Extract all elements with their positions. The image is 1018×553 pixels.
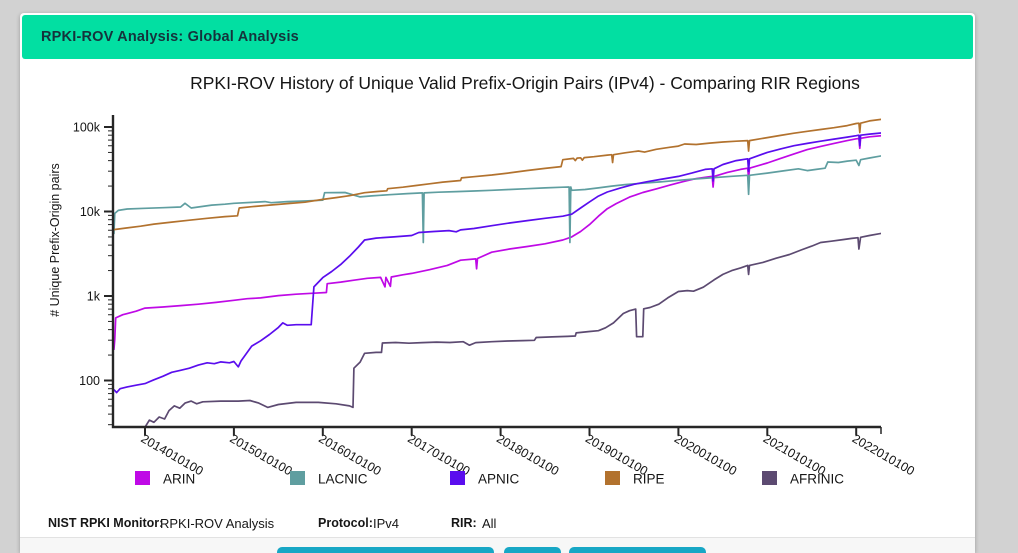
legend: ARIN LACNIC APNIC RIPE AFRINIC [135,471,844,487]
legend-label-ripe: RIPE [633,472,665,487]
chart-area: RPKI-ROV History of Unique Valid Prefix-… [20,59,975,511]
axes [111,115,881,429]
legend-swatch-afrinic [762,471,777,485]
chart-title: RPKI-ROV History of Unique Valid Prefix-… [190,73,860,93]
svg-text:2020010100: 2020010100 [672,431,739,478]
legend-swatch-apnic [450,471,465,485]
series-arin [113,134,881,350]
y-axis-ticks: 100k 10k 1k 100 [73,121,113,426]
panel-title: RPKI-ROV Analysis: Global Analysis [41,29,299,45]
analysis-panel: RPKI-ROV Analysis: Global Analysis RPKI-… [20,13,975,553]
series-afrinic [144,232,881,427]
footer-toolbar [20,537,975,553]
monitor-value: RPKI-ROV Analysis [160,516,275,531]
footer-button-3[interactable] [569,547,706,553]
series-ripe [113,118,881,231]
legend-label-apnic: APNIC [478,472,520,487]
footer-button-2[interactable] [504,547,561,553]
legend-label-afrinic: AFRINIC [790,472,844,487]
svg-text:2015010100: 2015010100 [227,431,294,478]
y-axis-label: # Unique Prefix-Origin pairs [48,163,62,317]
series-lacnic [113,155,881,244]
legend-label-arin: ARIN [163,472,195,487]
legend-swatch-lacnic [290,471,305,485]
footer-info: NIST RPKI Monitor: RPKI-ROV Analysis Pro… [20,516,975,538]
svg-text:1k: 1k [87,290,101,304]
monitor-label: NIST RPKI Monitor: [48,516,164,530]
svg-text:2022010100: 2022010100 [850,431,917,478]
panel-header: RPKI-ROV Analysis: Global Analysis [22,15,973,59]
protocol-label: Protocol: [318,516,373,530]
rpki-rov-history-chart: RPKI-ROV History of Unique Valid Prefix-… [48,73,917,487]
svg-text:100k: 100k [73,121,101,135]
rir-label: RIR: [451,516,477,530]
series-apnic [113,132,881,394]
svg-text:100: 100 [79,374,100,388]
legend-swatch-arin [135,471,150,485]
footer-button-1[interactable] [277,547,494,553]
svg-text:10k: 10k [80,205,101,219]
legend-label-lacnic: LACNIC [318,472,368,487]
rir-value: All [482,516,497,531]
protocol-value: IPv4 [373,516,400,531]
legend-swatch-ripe [605,471,620,485]
